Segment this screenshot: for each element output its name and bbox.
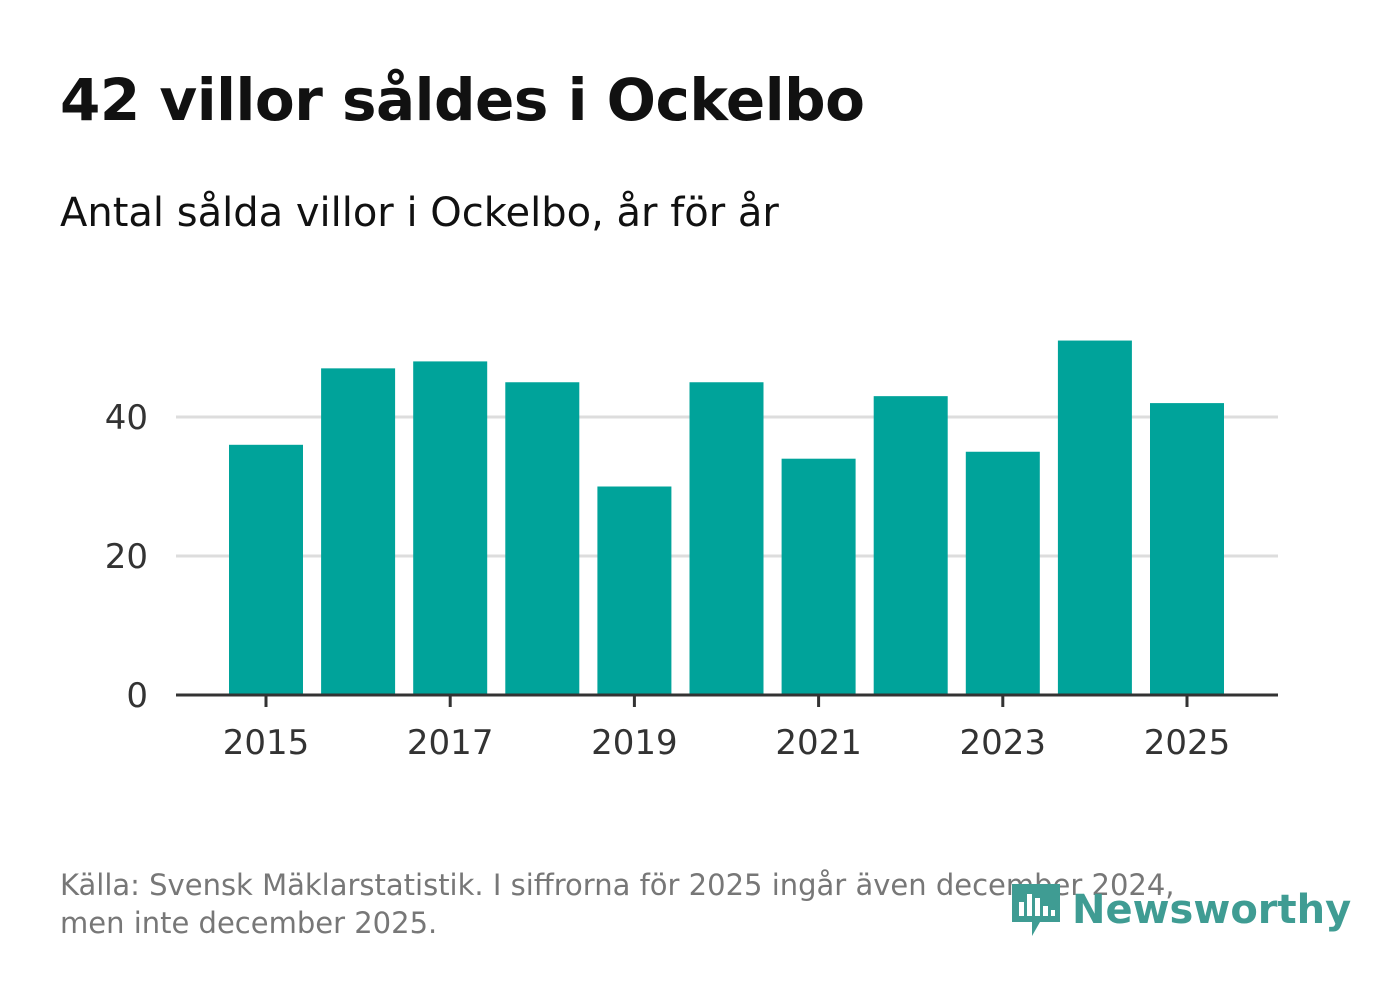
bar-2024 — [1057, 340, 1132, 695]
bar-2021 — [781, 458, 856, 695]
x-tick-label-2023: 2023 — [960, 723, 1047, 763]
x-tick-label-2025: 2025 — [1144, 723, 1231, 763]
bar-2017 — [413, 361, 488, 695]
x-tick-label-2015: 2015 — [223, 723, 310, 763]
y-tick-label-0: 0 — [126, 676, 148, 716]
bar-2016 — [321, 368, 396, 695]
bars — [229, 340, 1224, 695]
bar-2025 — [1150, 403, 1224, 695]
source-note-line-2: men inte december 2025. — [60, 906, 438, 940]
x-tick-label-2017: 2017 — [407, 723, 494, 763]
bar-2022 — [873, 396, 948, 695]
axes: 0 20 40 2015 2017 2019 2021 2023 2025 — [105, 398, 1278, 763]
chart-title: 42 villor såldes i Ockelbo — [60, 66, 865, 134]
source-note: Källa: Svensk Mäklarstatistik. I siffror… — [60, 866, 1280, 942]
newsworthy-logo: Newsworthy — [1010, 880, 1351, 940]
y-tick-label-40: 40 — [105, 398, 148, 438]
chart-subtitle: Antal sålda villor i Ockelbo, år för år — [60, 190, 779, 236]
bar-2015 — [229, 444, 303, 695]
bar-chart: 0 20 40 2015 2017 2019 2021 2023 2025 — [105, 340, 1278, 763]
newsworthy-logo-icon — [1012, 884, 1060, 936]
x-tick-label-2019: 2019 — [591, 723, 678, 763]
y-tick-label-20: 20 — [105, 537, 148, 577]
bar-2019 — [597, 486, 672, 695]
logo-text: Newsworthy — [1072, 887, 1352, 933]
bar-2020 — [689, 382, 764, 695]
x-tick-label-2021: 2021 — [775, 723, 862, 763]
bar-2023 — [965, 451, 1040, 695]
source-note-line-1: Källa: Svensk Mäklarstatistik. I siffror… — [60, 868, 1175, 902]
bar-2018 — [505, 382, 580, 695]
